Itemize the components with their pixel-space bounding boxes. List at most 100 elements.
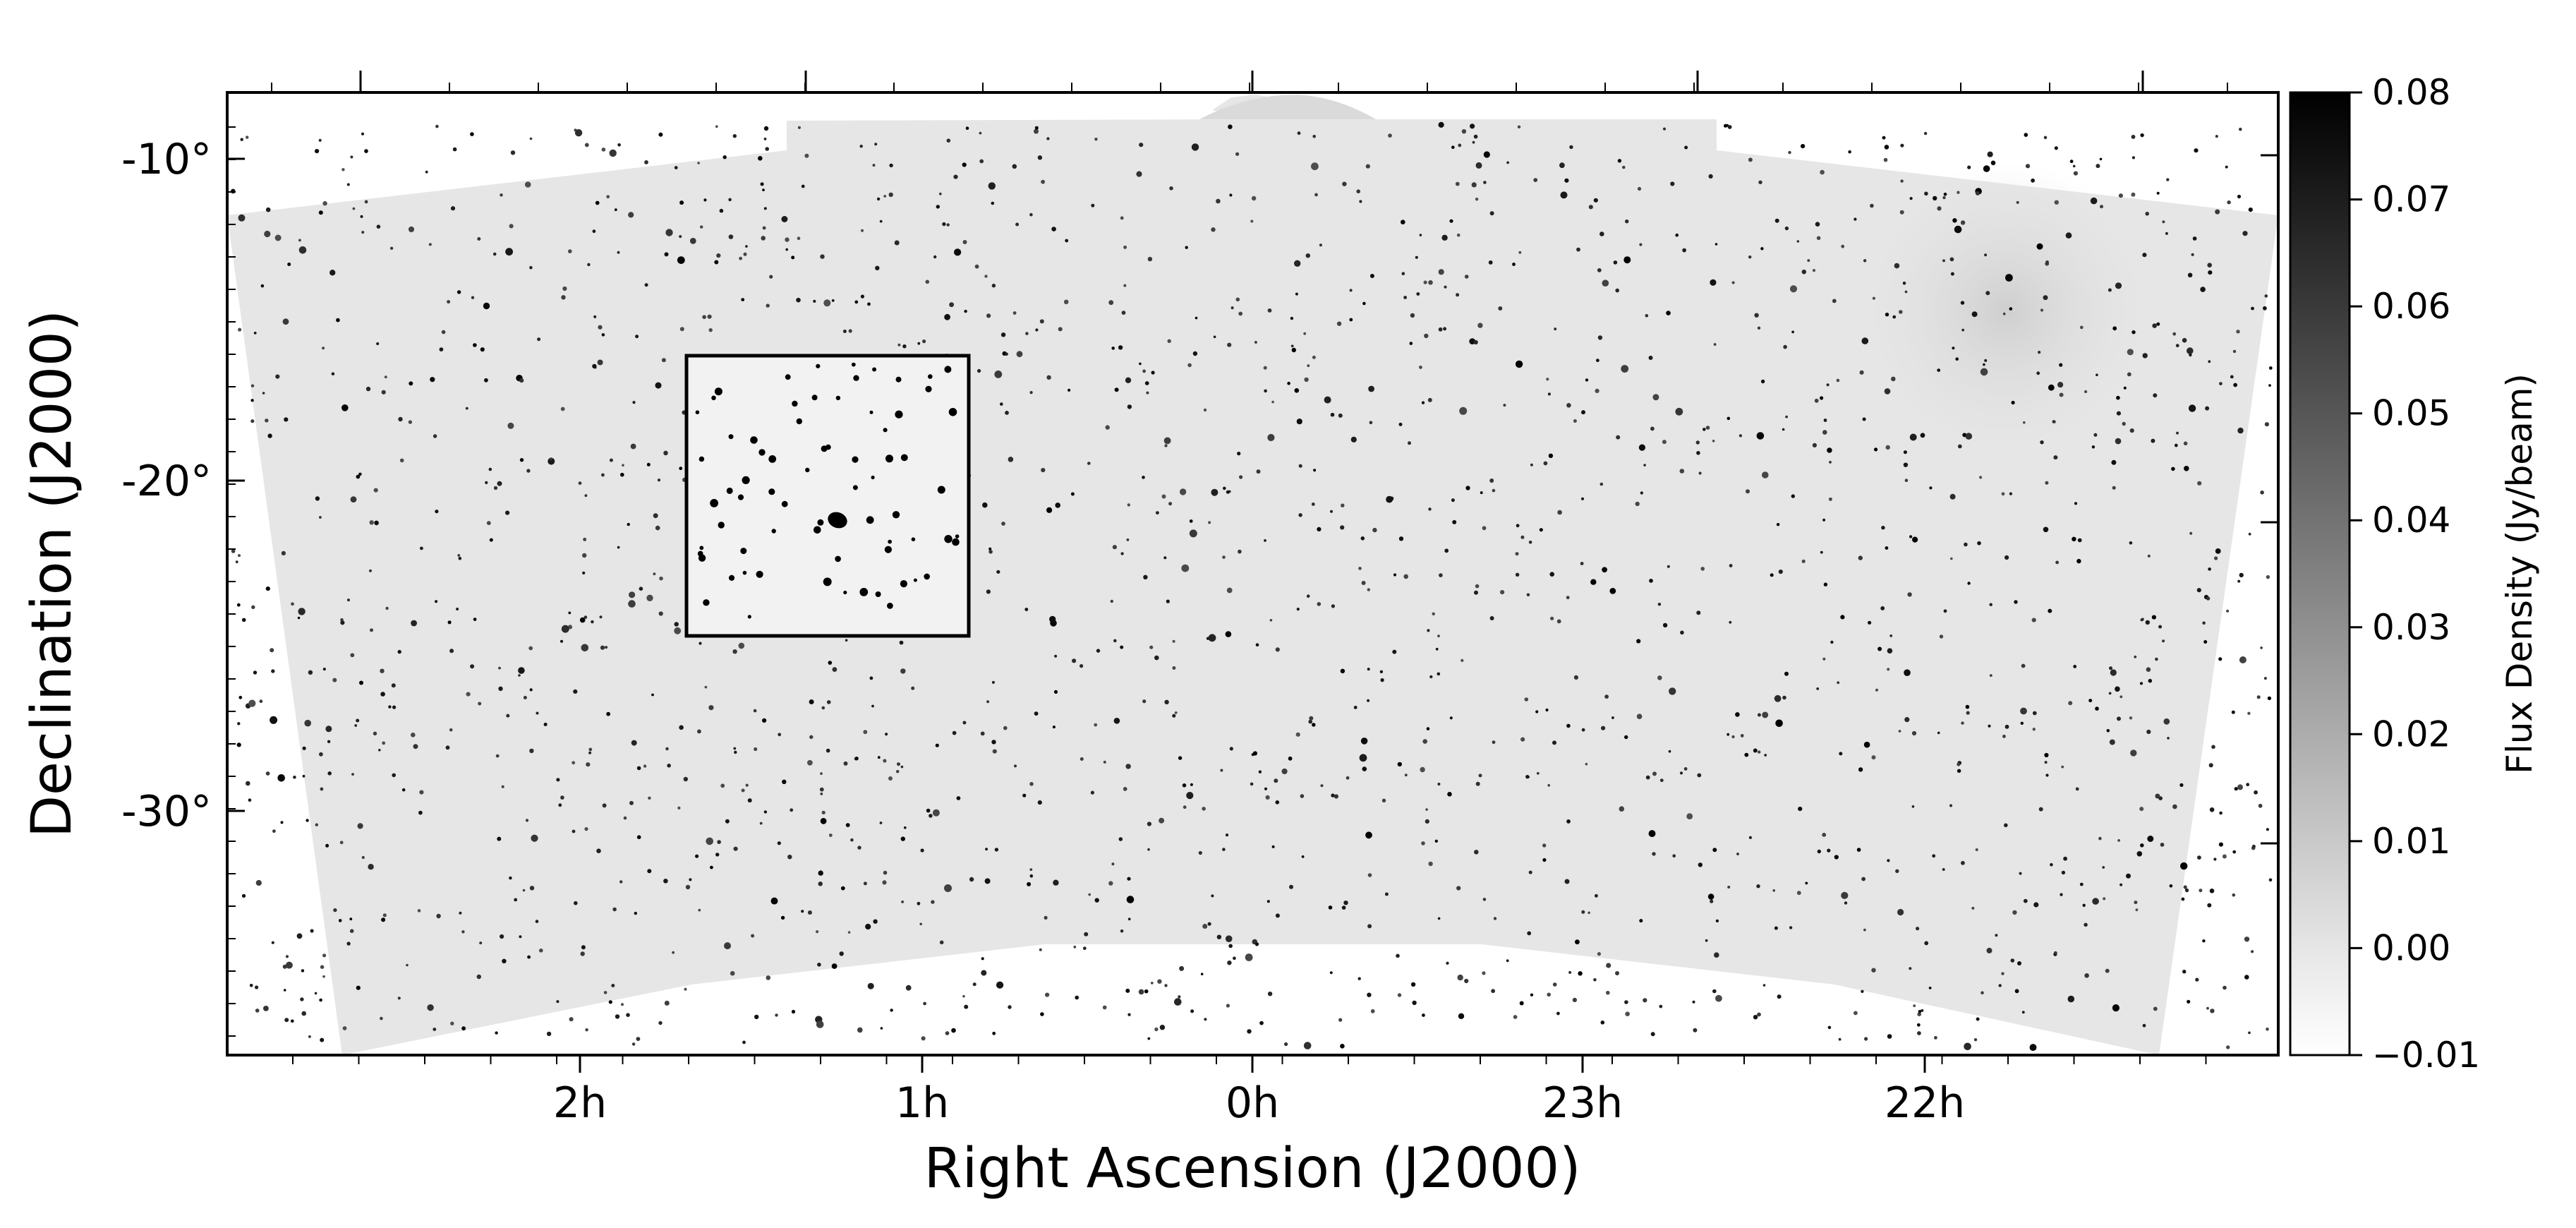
radio-source xyxy=(946,223,950,227)
radio-source xyxy=(1784,671,1789,676)
radio-source xyxy=(1746,489,1750,494)
radio-source xyxy=(1545,708,1549,712)
radio-source xyxy=(2196,588,2201,593)
inset-source xyxy=(711,395,716,401)
radio-source xyxy=(2043,136,2048,140)
radio-source xyxy=(1340,668,1346,673)
radio-source xyxy=(2036,243,2043,250)
radio-source xyxy=(896,770,900,773)
radio-source xyxy=(2223,985,2227,990)
radio-source xyxy=(556,778,560,782)
radio-source xyxy=(1296,608,1300,611)
radio-source xyxy=(1911,805,1915,808)
radio-source xyxy=(1861,877,1866,881)
colorbar-label: Flux Density (Jy/beam) xyxy=(2499,373,2540,774)
radio-source xyxy=(1438,121,1444,128)
radio-source xyxy=(1147,848,1150,851)
radio-source xyxy=(1943,193,1947,196)
radio-source xyxy=(1500,590,1505,595)
radio-source xyxy=(356,474,361,479)
radio-source xyxy=(2202,939,2206,943)
radio-source xyxy=(301,1011,307,1016)
radio-source xyxy=(369,520,374,525)
radio-source xyxy=(585,1028,588,1032)
radio-source xyxy=(397,649,401,654)
radio-source xyxy=(1225,935,1233,942)
radio-source xyxy=(984,275,988,278)
radio-source xyxy=(1438,269,1444,275)
radio-source xyxy=(1051,227,1056,231)
radio-source xyxy=(882,880,887,885)
radio-source xyxy=(679,725,684,730)
radio-source xyxy=(1669,687,1676,695)
radio-source xyxy=(2209,807,2215,812)
radio-source xyxy=(2115,282,2122,289)
radio-source xyxy=(1979,476,1983,479)
radio-source xyxy=(457,554,460,557)
radio-source xyxy=(322,668,326,671)
radio-source xyxy=(1724,124,1727,128)
radio-source xyxy=(689,878,692,881)
radio-source xyxy=(1164,984,1168,987)
radio-source xyxy=(883,195,887,198)
radio-source xyxy=(1645,314,1649,318)
radio-source xyxy=(2237,427,2244,434)
radio-source xyxy=(1091,203,1095,207)
radio-source xyxy=(2059,392,2064,397)
radio-source xyxy=(240,138,243,141)
radio-source xyxy=(568,611,572,615)
radio-source xyxy=(801,910,804,913)
radio-source xyxy=(850,838,854,842)
radio-source xyxy=(1211,894,1214,898)
radio-source xyxy=(2043,295,2048,301)
radio-source xyxy=(796,297,801,303)
radio-source xyxy=(1358,567,1362,570)
radio-source xyxy=(1127,503,1131,507)
radio-source xyxy=(417,909,421,913)
radio-source xyxy=(1889,634,1893,637)
radio-source xyxy=(2010,958,2015,963)
radio-source xyxy=(2231,710,2235,714)
radio-source xyxy=(582,553,587,558)
radio-source xyxy=(2139,807,2144,812)
radio-source xyxy=(1897,908,1904,916)
radio-source xyxy=(255,1009,260,1013)
inset-source xyxy=(852,456,859,463)
radio-source xyxy=(318,138,322,142)
radio-source xyxy=(791,255,795,260)
radio-source xyxy=(401,788,406,792)
radio-source xyxy=(626,1013,630,1017)
radio-source xyxy=(900,668,906,674)
radio-source xyxy=(322,347,325,350)
radio-source xyxy=(382,741,386,745)
radio-source xyxy=(1361,581,1366,585)
radio-source xyxy=(1844,901,1848,905)
radio-source xyxy=(1446,961,1449,965)
radio-source xyxy=(436,913,441,919)
radio-source xyxy=(1464,275,1469,279)
radio-source xyxy=(1459,407,1468,415)
radio-source xyxy=(1839,752,1843,756)
radio-source xyxy=(250,399,254,402)
radio-source xyxy=(1564,178,1569,183)
radio-source xyxy=(2116,395,2120,400)
radio-source xyxy=(742,1040,746,1045)
radio-source xyxy=(561,625,569,633)
radio-source xyxy=(293,776,296,779)
radio-source xyxy=(408,420,413,424)
radio-source xyxy=(1918,1010,1922,1013)
radio-source xyxy=(1611,716,1614,719)
inset-source xyxy=(747,615,751,619)
radio-source xyxy=(1120,552,1124,555)
radio-source xyxy=(1581,728,1585,732)
radio-source xyxy=(617,143,621,147)
radio-source xyxy=(1967,582,1971,585)
radio-source xyxy=(1753,748,1758,753)
radio-source xyxy=(1146,391,1149,395)
colorbar-tick-label: 0.00 xyxy=(2372,927,2450,968)
radio-source xyxy=(1409,342,1413,345)
radio-source xyxy=(754,747,758,752)
radio-source xyxy=(319,752,323,757)
radio-source xyxy=(1482,971,1486,975)
radio-source xyxy=(1597,335,1603,340)
